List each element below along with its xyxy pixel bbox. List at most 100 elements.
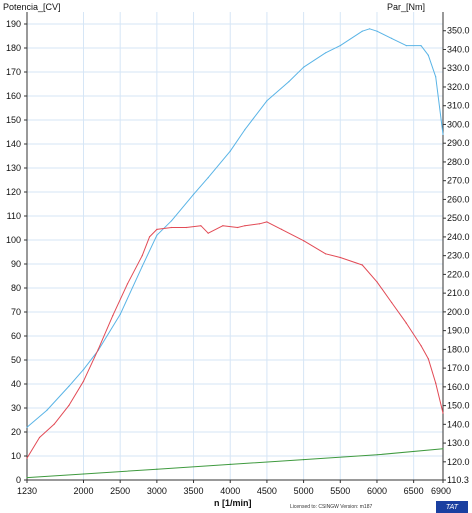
torque-curve-point — [38, 436, 41, 439]
torque-curve-point — [126, 283, 129, 285]
left-tick-label: 10 — [11, 451, 21, 461]
right-tick-label: 260.0 — [447, 194, 470, 204]
tick-labels: 0 10 20 30 40 50 60 70 80 90 100 110 120 130 140 150 160… — [6, 19, 470, 496]
torque-curve-point — [259, 223, 261, 225]
loss-curve-point — [156, 468, 158, 470]
torque-curve-point — [237, 226, 239, 229]
power-curve-point — [82, 369, 85, 371]
torque-curve-point — [376, 281, 378, 283]
torque-curve-point — [325, 253, 327, 255]
left-tick-label: 50 — [11, 355, 21, 365]
x-tick-label: 5500 — [330, 486, 350, 496]
loss-curve-point — [229, 463, 231, 465]
left-tick-label: 70 — [11, 307, 21, 317]
left-axis-title: Potencia_[CV] — [3, 2, 61, 12]
power-curve-point — [376, 30, 378, 32]
left-tick-label: 180 — [6, 43, 21, 53]
loss-curve-point — [303, 459, 305, 461]
power-curve-point — [325, 52, 327, 54]
right-tick-label: 340.0 — [447, 44, 470, 54]
x-tick-label: 6900 — [431, 486, 451, 496]
power-curve-point — [68, 385, 70, 387]
torque-curve-point — [200, 225, 202, 227]
right-tick-label: 220.0 — [447, 269, 470, 279]
left-tick-label: 140 — [6, 139, 21, 149]
right-axis-title: Par_[Nm] — [387, 2, 425, 12]
torque-curve-point — [170, 226, 173, 229]
torque-curve-point — [427, 358, 429, 360]
power-curve-point — [46, 409, 48, 411]
power-curve-point — [405, 45, 407, 47]
torque-curve-point — [222, 225, 224, 227]
torque-curve-point — [339, 256, 341, 259]
torque-curve-point — [156, 228, 158, 230]
power-curve-point — [339, 45, 341, 47]
torque-curve-point — [442, 412, 444, 414]
right-tick-label: 320.0 — [447, 82, 470, 92]
power-curve-point — [141, 265, 143, 267]
x-tick-label: 1230 — [17, 486, 37, 496]
torque-curve-point — [391, 301, 393, 304]
power-curve-point — [156, 234, 158, 236]
torque-curve-point — [420, 345, 422, 347]
right-tick-label: 230.0 — [447, 251, 470, 261]
left-tick-label: 130 — [6, 163, 21, 173]
right-tick-label: 280.0 — [447, 157, 470, 167]
x-tick-label: 4500 — [257, 486, 277, 496]
torque-curve-point — [244, 225, 246, 227]
x-tick-label: 4000 — [220, 486, 240, 496]
tat-badge: TAT — [436, 501, 468, 513]
power-curve-point — [391, 37, 393, 40]
right-tick-label: 330.0 — [447, 63, 470, 73]
left-tick-label: 170 — [6, 67, 21, 77]
left-tick-label: 110 — [7, 211, 21, 221]
left-tick-label: 0 — [16, 475, 21, 485]
power-curve-point — [288, 81, 290, 83]
power-curve-point — [207, 177, 209, 179]
license-text: Licensed to: CSINGW Version: m187 — [290, 504, 372, 510]
torque-curve-point — [435, 382, 437, 384]
power-curve-point — [361, 30, 363, 32]
torque-curve-point — [207, 232, 209, 234]
power-curve-point — [427, 54, 429, 56]
right-tick-label: 160.0 — [447, 382, 470, 392]
torque-curve-point — [281, 228, 283, 230]
x-tick-label: 3000 — [147, 486, 167, 496]
right-tick-label: 310.0 — [447, 101, 470, 111]
power-curve-point — [266, 100, 268, 102]
torque-curve-point — [141, 255, 143, 257]
axes — [26, 12, 444, 481]
loss-curve-point — [442, 448, 444, 450]
x-tick-label: 3500 — [184, 486, 204, 496]
left-tick-label: 120 — [6, 187, 21, 197]
right-tick-label: 180.0 — [447, 344, 470, 354]
left-tick-label: 60 — [11, 331, 21, 341]
x-tick-label: 2000 — [73, 486, 93, 496]
right-tick-label: 240.0 — [447, 232, 470, 242]
power-curve-point — [303, 66, 305, 68]
right-tick-label: 140.0 — [447, 419, 470, 429]
left-tick-label: 20 — [11, 427, 21, 437]
right-tick-label: 300.0 — [447, 119, 470, 129]
loss-curve — [26, 448, 444, 479]
torque-curve — [26, 221, 444, 459]
loss-curve-point — [26, 477, 28, 479]
loss-curve-point — [82, 473, 85, 475]
grid — [27, 12, 443, 480]
torque-curve-point — [405, 322, 407, 324]
right-tick-label: 110.3 — [447, 475, 469, 485]
right-tick-label: 190.0 — [447, 326, 470, 336]
torque-curve-point — [361, 264, 363, 266]
right-tick-label: 250.0 — [447, 213, 470, 223]
torque-curve-point — [68, 405, 70, 407]
power-curve-point — [442, 133, 444, 135]
x-tick-label: 6500 — [404, 486, 424, 496]
right-tick-label: 210.0 — [447, 288, 470, 298]
power-curve-point — [170, 220, 173, 222]
torque-curve-point — [112, 315, 114, 317]
power-curve-point — [369, 28, 371, 30]
x-tick-label: 2500 — [110, 486, 130, 496]
left-tick-label: 150 — [6, 115, 21, 125]
right-tick-label: 150.0 — [447, 401, 470, 411]
left-tick-label: 190 — [6, 19, 21, 29]
